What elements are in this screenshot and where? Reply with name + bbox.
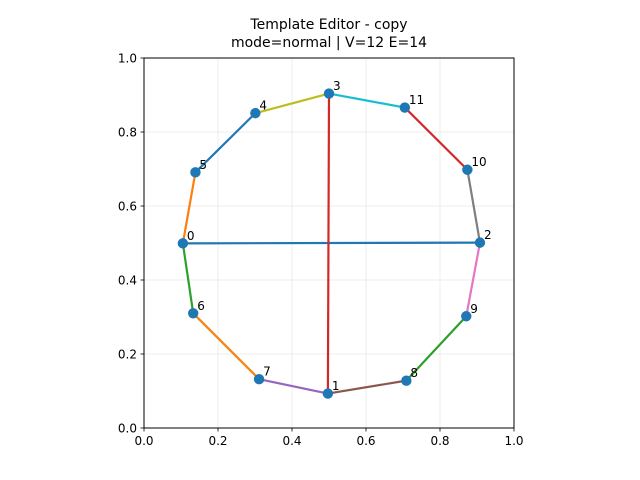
chart-title: Template Editor - copy xyxy=(250,17,408,33)
tick-layer: 0.0 0.2 0.4 0.6 0.8 1.0 0.0 0.2 0.4 0.6 0.8 1.0 xyxy=(118,52,524,449)
node-3[interactable] xyxy=(323,88,335,99)
node-label-1: 1 xyxy=(332,379,340,393)
y-tick-label: 0.6 xyxy=(118,200,137,214)
x-tick-label: 1.0 xyxy=(504,434,523,448)
edge-7-1[interactable] xyxy=(257,378,329,395)
edge-5-0[interactable] xyxy=(181,171,197,245)
edge-layer xyxy=(181,92,482,395)
node-7[interactable] xyxy=(253,373,265,385)
node-label-6: 6 xyxy=(197,299,205,313)
node-1[interactable] xyxy=(322,388,334,399)
node-10[interactable] xyxy=(462,164,473,175)
node-8[interactable] xyxy=(401,375,412,386)
y-tick-label: 1.0 xyxy=(118,52,137,66)
x-tick-label: 0.0 xyxy=(134,434,153,448)
node-label-4: 4 xyxy=(259,99,267,113)
edge-8-9[interactable] xyxy=(405,315,468,382)
node-label-9: 9 xyxy=(470,302,478,316)
x-tick-label: 0.6 xyxy=(356,434,375,448)
edge-4-3[interactable] xyxy=(254,92,331,115)
edge-1-8[interactable] xyxy=(326,379,408,395)
edge-0-6[interactable] xyxy=(181,242,195,315)
edge-11-10[interactable] xyxy=(403,106,469,171)
node-label-8: 8 xyxy=(410,366,418,380)
chart-subtitle: mode=normal | V=12 E=14 xyxy=(230,35,428,51)
axes-frame xyxy=(143,57,515,429)
node-6[interactable] xyxy=(188,308,199,319)
x-tick-label: 0.2 xyxy=(208,434,227,448)
node-5[interactable] xyxy=(190,167,201,178)
node-11[interactable] xyxy=(399,102,411,113)
node-label-11: 11 xyxy=(409,93,424,107)
edge-5-4[interactable] xyxy=(194,112,257,174)
y-tick-label: 0.2 xyxy=(118,348,137,362)
edge-10-2[interactable] xyxy=(466,168,482,244)
y-tick-label: 0.4 xyxy=(118,274,137,288)
y-tick-label: 0.0 xyxy=(118,422,137,436)
edge-2-9[interactable] xyxy=(465,241,482,318)
edge-3-1[interactable] xyxy=(326,92,331,395)
y-tick-label: 0.8 xyxy=(118,126,137,140)
edge-3-11[interactable] xyxy=(327,92,406,109)
edge-0-2[interactable] xyxy=(181,241,482,245)
node-label-3: 3 xyxy=(333,79,341,93)
x-tick-label: 0.8 xyxy=(430,434,449,448)
node-4[interactable] xyxy=(250,107,261,119)
node-layer xyxy=(177,88,486,399)
label-layer: 0 1 2 3 4 5 6 7 8 9 10 11 xyxy=(187,79,492,393)
node-9[interactable] xyxy=(461,311,472,322)
node-label-7: 7 xyxy=(263,365,271,379)
node-label-0: 0 xyxy=(187,229,195,243)
x-tick-label: 0.4 xyxy=(282,434,301,448)
node-0[interactable] xyxy=(177,238,189,249)
edge-6-7[interactable] xyxy=(192,312,261,381)
node-2[interactable] xyxy=(474,237,486,248)
node-label-10: 10 xyxy=(471,155,486,169)
node-label-5: 5 xyxy=(199,158,207,172)
node-label-2: 2 xyxy=(484,228,492,242)
